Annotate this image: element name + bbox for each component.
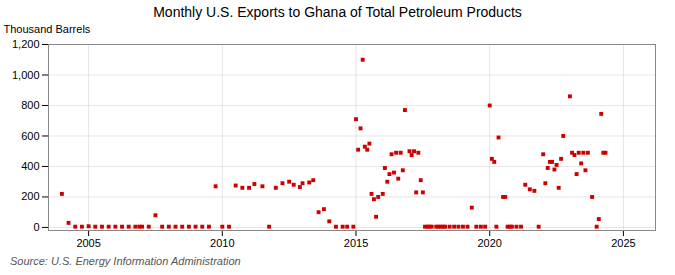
svg-text:2015: 2015 <box>344 237 368 249</box>
svg-text:0: 0 <box>33 221 39 233</box>
svg-text:Thousand Barrels: Thousand Barrels <box>4 23 91 35</box>
html-text:Source: U.S. Energy Informatio: Source: U.S. Energy Information Administ… <box>10 255 241 267</box>
svg-text:2020: 2020 <box>477 237 501 249</box>
html-text:Monthly U.S. Exports to Ghana: Monthly U.S. Exports to Ghana of Total P… <box>153 4 522 20</box>
svg-text:400: 400 <box>21 160 39 172</box>
svg-text:600: 600 <box>21 129 39 141</box>
svg-text:2025: 2025 <box>611 237 635 249</box>
svg-text:200: 200 <box>21 190 39 202</box>
svg-text:1,000: 1,000 <box>12 69 40 81</box>
svg-text:2010: 2010 <box>210 237 234 249</box>
svg-text:1,200: 1,200 <box>12 38 40 50</box>
svg-text:800: 800 <box>21 99 39 111</box>
svg-text:2005: 2005 <box>76 237 100 249</box>
